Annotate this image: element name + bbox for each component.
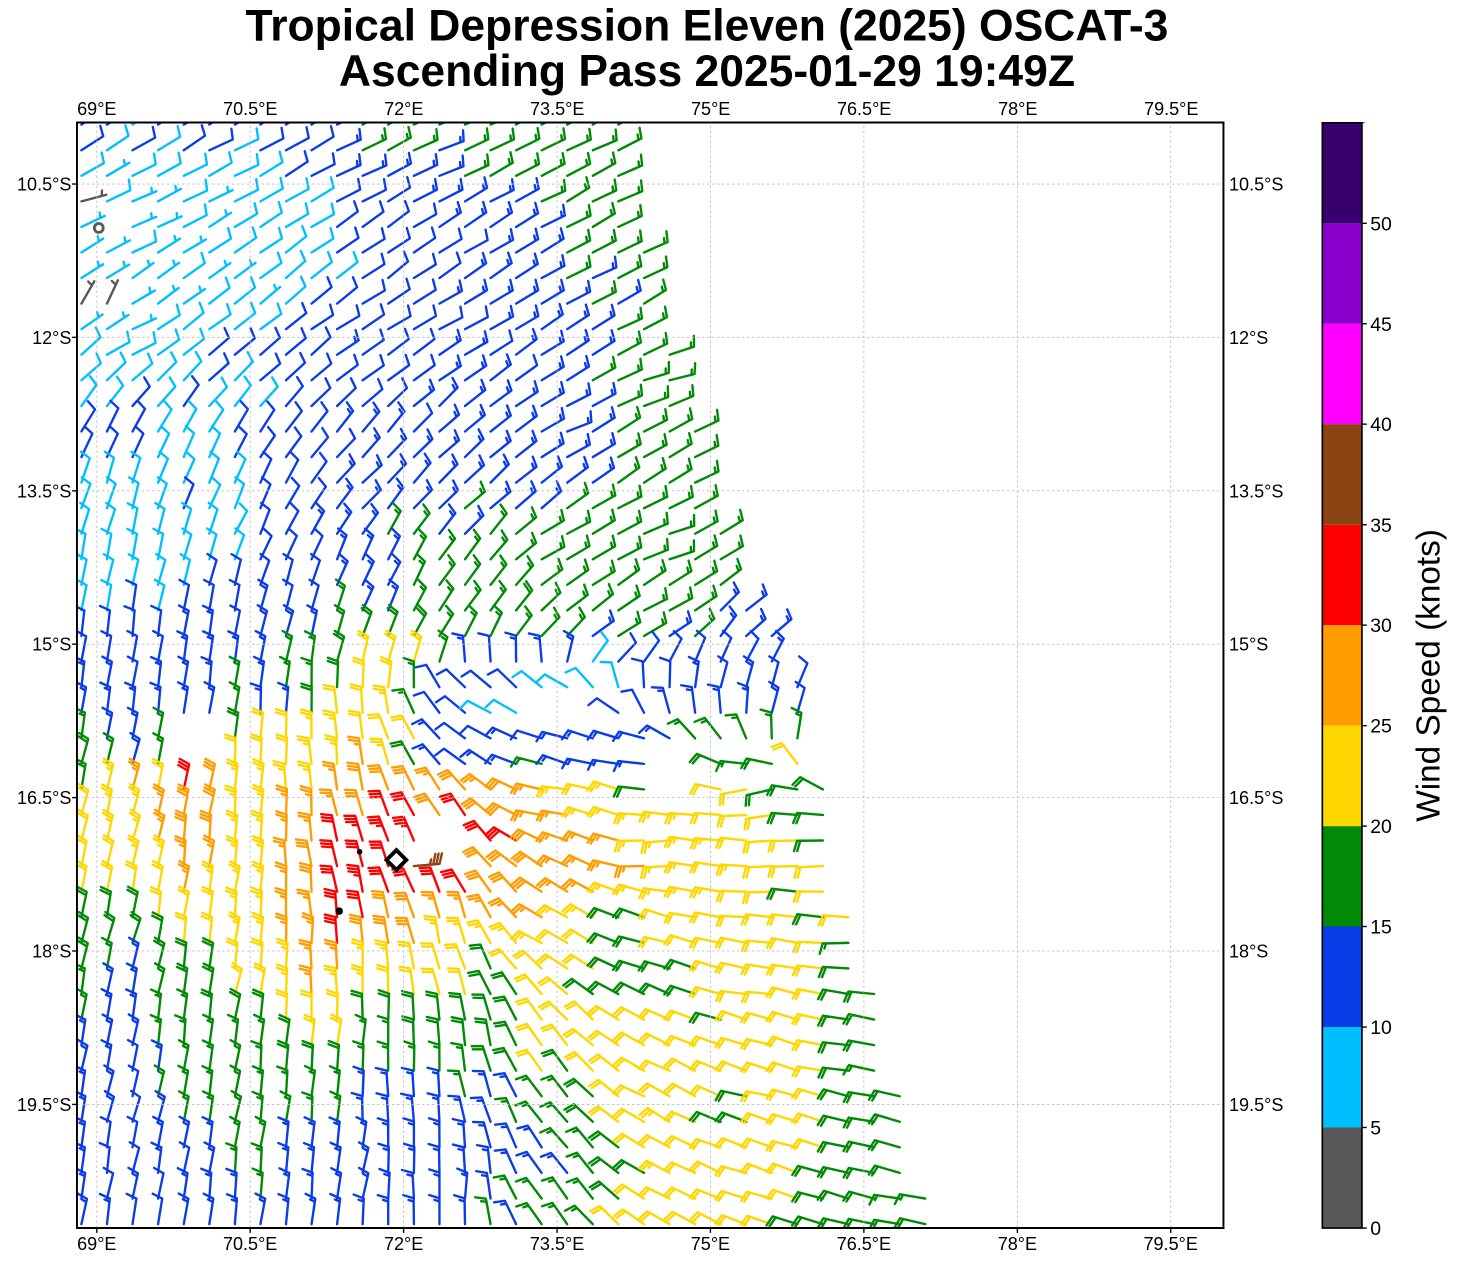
svg-text:19.5°S: 19.5°S [17, 1095, 71, 1115]
svg-text:40: 40 [1370, 414, 1392, 436]
svg-text:10.5°S: 10.5°S [17, 175, 71, 195]
svg-text:69°E: 69°E [77, 1234, 116, 1254]
svg-text:70.5°E: 70.5°E [223, 99, 277, 119]
svg-text:5: 5 [1370, 1118, 1381, 1140]
svg-text:15°S: 15°S [32, 635, 71, 655]
svg-text:69°E: 69°E [77, 99, 116, 119]
svg-text:79.5°E: 79.5°E [1144, 99, 1198, 119]
svg-text:12°S: 12°S [32, 328, 71, 348]
svg-text:25: 25 [1370, 716, 1392, 738]
svg-text:78°E: 78°E [998, 1234, 1037, 1254]
svg-text:16.5°S: 16.5°S [1229, 788, 1283, 808]
svg-text:Ascending Pass 2025-01-29 19:4: Ascending Pass 2025-01-29 19:49Z [339, 47, 1075, 96]
svg-text:16.5°S: 16.5°S [17, 788, 71, 808]
svg-text:50: 50 [1370, 213, 1392, 235]
svg-text:73.5°E: 73.5°E [530, 1234, 584, 1254]
svg-text:75°E: 75°E [691, 99, 730, 119]
svg-text:10.5°S: 10.5°S [1229, 175, 1283, 195]
svg-text:78°E: 78°E [998, 99, 1037, 119]
svg-text:15: 15 [1370, 917, 1392, 939]
svg-text:79.5°E: 79.5°E [1143, 1234, 1197, 1254]
svg-text:72°E: 72°E [384, 99, 423, 119]
svg-text:70.5°E: 70.5°E [223, 1234, 277, 1254]
svg-text:12°S: 12°S [1229, 328, 1268, 348]
svg-text:13.5°S: 13.5°S [1229, 481, 1283, 501]
svg-text:76.5°E: 76.5°E [837, 99, 891, 119]
svg-text:0: 0 [1370, 1218, 1381, 1240]
svg-text:10: 10 [1370, 1017, 1392, 1039]
svg-text:13.5°S: 13.5°S [17, 481, 71, 501]
svg-text:73.5°E: 73.5°E [530, 99, 584, 119]
svg-text:18°S: 18°S [1229, 942, 1268, 962]
svg-text:35: 35 [1370, 515, 1392, 537]
svg-text:20: 20 [1370, 816, 1392, 838]
svg-text:18°S: 18°S [32, 942, 71, 962]
svg-text:45: 45 [1370, 314, 1392, 336]
svg-text:76.5°E: 76.5°E [837, 1234, 891, 1254]
svg-text:15°S: 15°S [1229, 635, 1268, 655]
svg-text:30: 30 [1370, 615, 1392, 637]
svg-text:19.5°S: 19.5°S [1229, 1095, 1283, 1115]
svg-text:Tropical Depression Eleven (20: Tropical Depression Eleven (2025) OSCAT-… [246, 1, 1169, 50]
svg-text:72°E: 72°E [384, 1234, 423, 1254]
svg-text:Wind Speed (knots): Wind Speed (knots) [1411, 529, 1448, 822]
svg-text:75°E: 75°E [691, 1234, 730, 1254]
